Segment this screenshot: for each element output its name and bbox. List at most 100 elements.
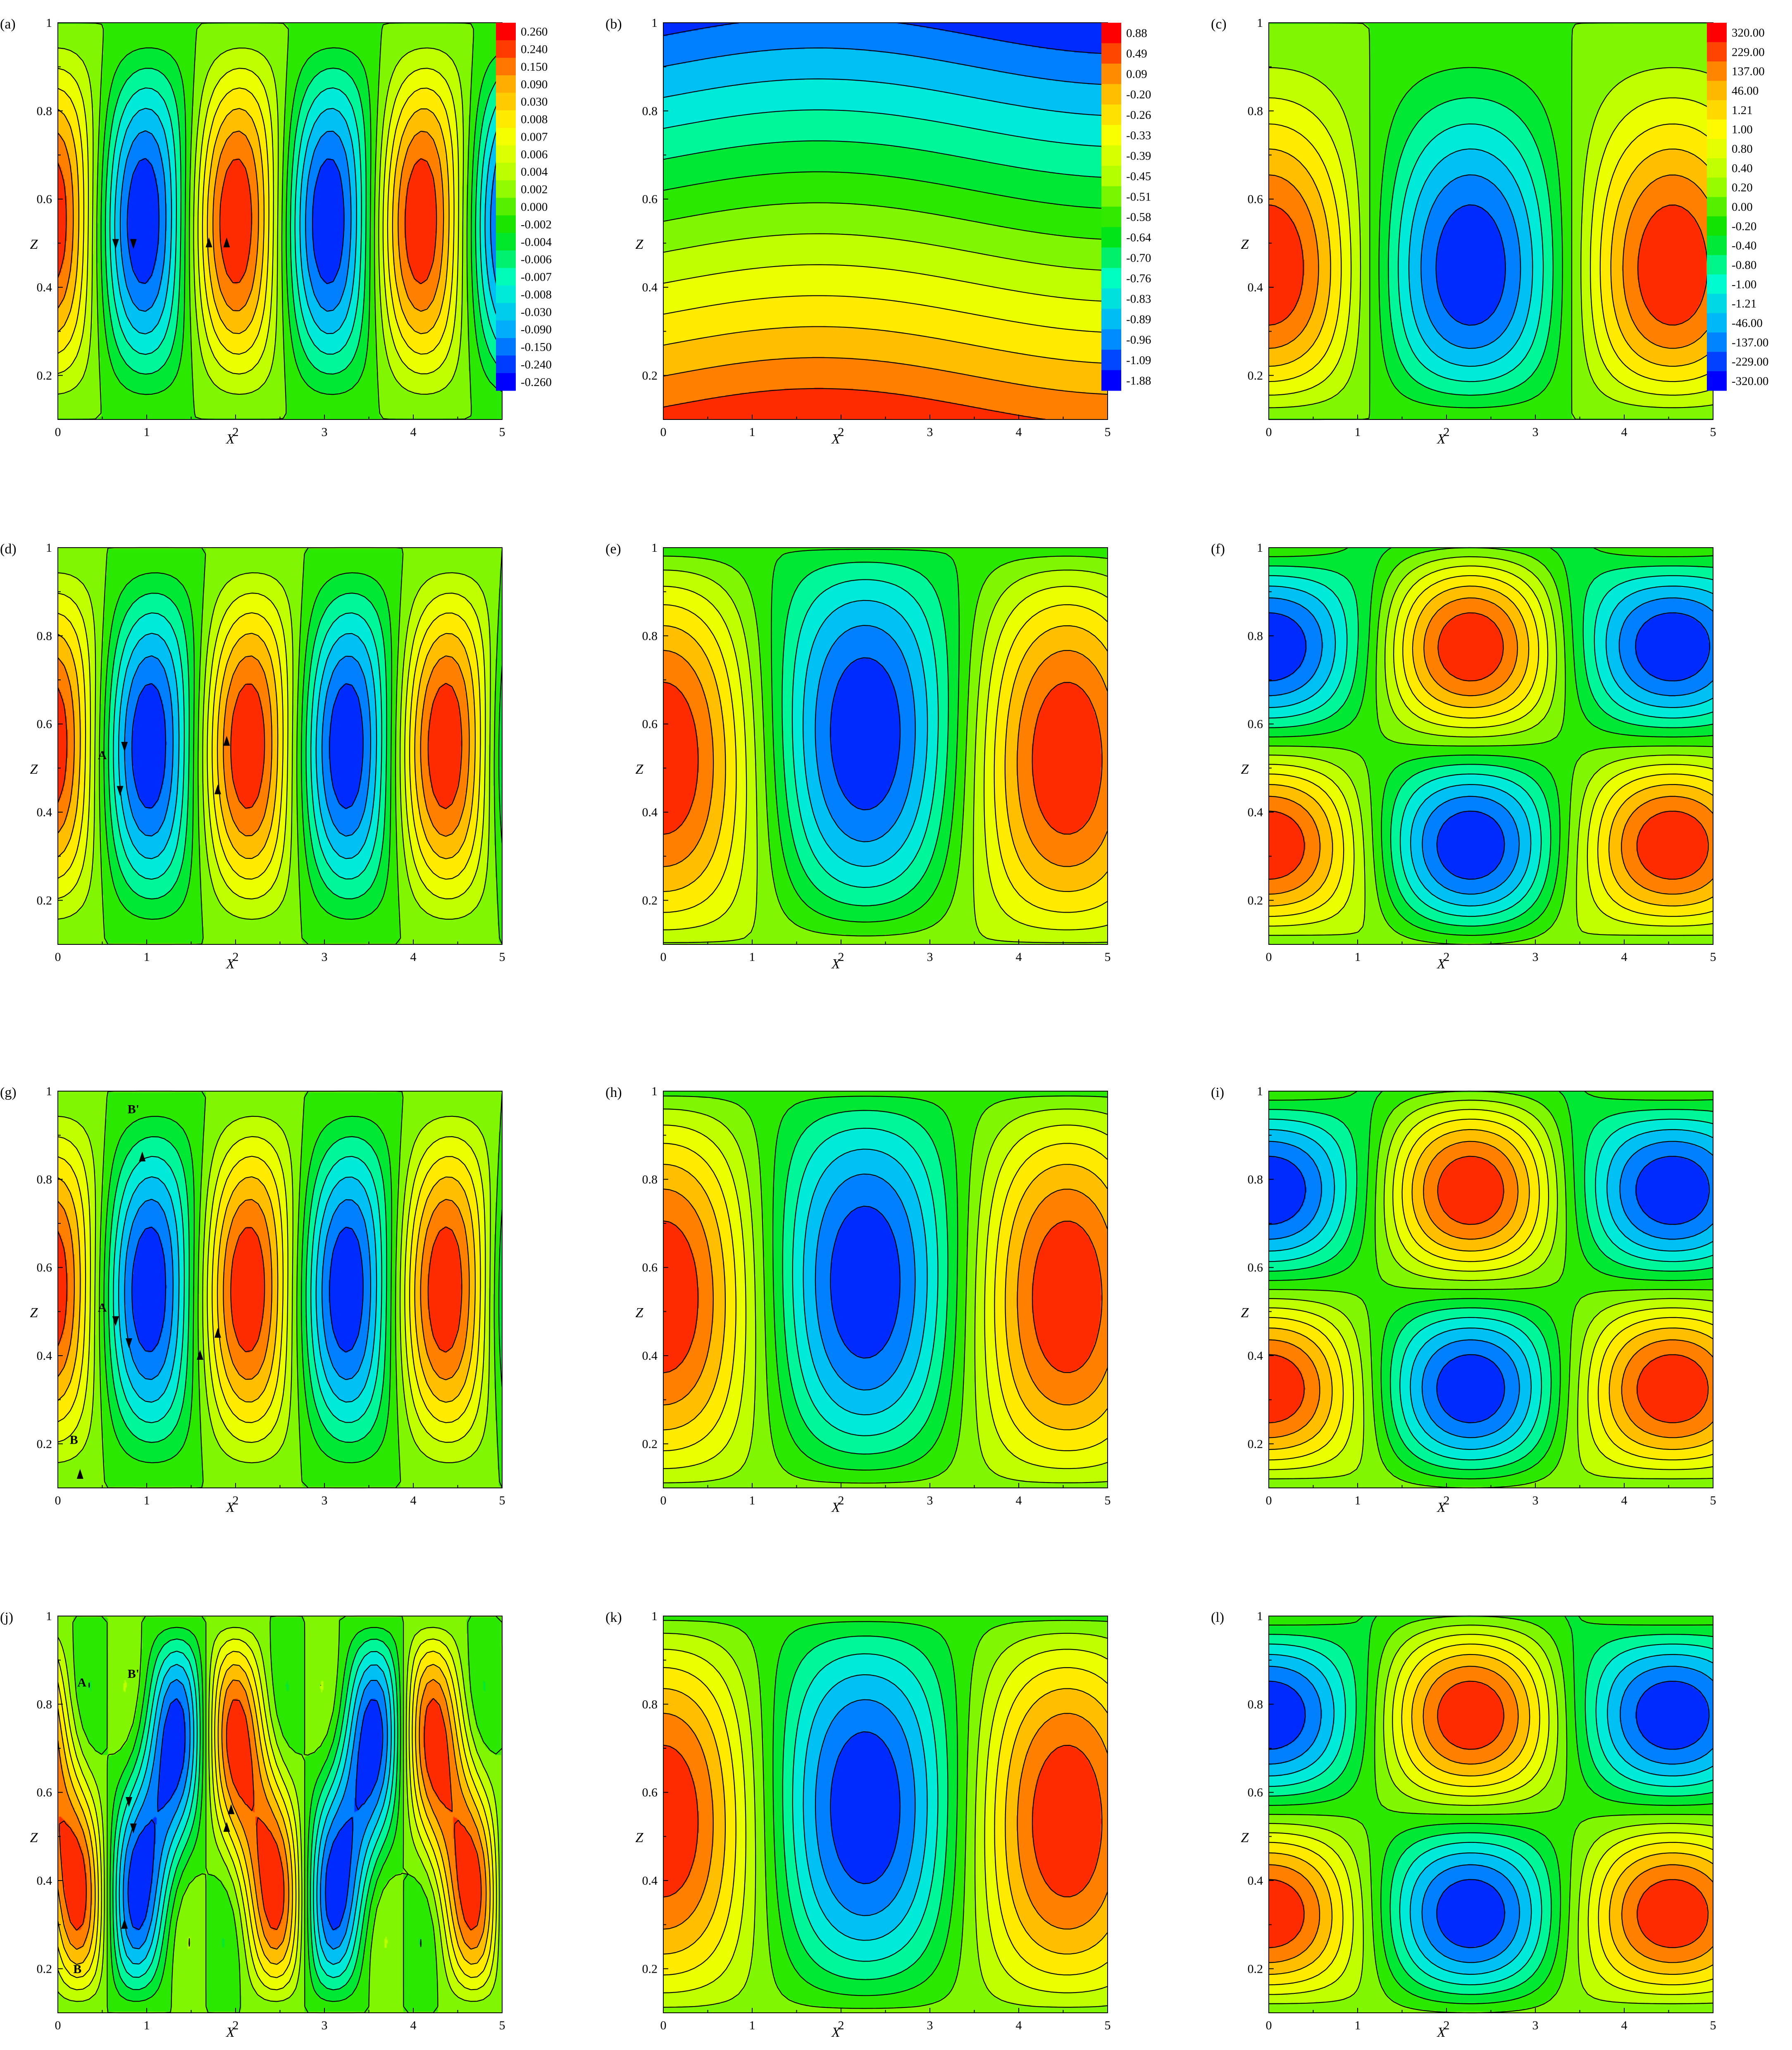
colorbar-label: 0.88 xyxy=(1126,27,1147,40)
colorbar-label: 0.002 xyxy=(521,183,548,196)
colorbar-swatch xyxy=(1101,227,1121,248)
contour-lines xyxy=(57,1090,503,1489)
panel-label: (i) xyxy=(1211,1085,1224,1100)
y-tick-label: 1 xyxy=(651,16,658,30)
flow-arrow-icon xyxy=(121,742,128,752)
x-tick-label: 1 xyxy=(144,2019,150,2032)
colorbar-label: -0.090 xyxy=(521,323,552,336)
y-axis-label: Z xyxy=(1241,762,1249,777)
x-tick-label: 0 xyxy=(660,1494,667,1507)
contour-lines xyxy=(57,1615,503,2014)
y-tick-label: 0.4 xyxy=(642,281,658,294)
y-tick-label: 0.6 xyxy=(37,1261,52,1275)
x-axis-label: X xyxy=(1436,431,1446,447)
colorbar-swatch xyxy=(496,128,516,146)
flow-arrow-icon xyxy=(214,784,221,794)
x-tick-label: 5 xyxy=(1105,1494,1111,1507)
x-tick-label: 0 xyxy=(1266,1494,1272,1507)
colorbar-swatch xyxy=(1707,197,1727,217)
colorbar-label: -0.20 xyxy=(1732,220,1756,233)
x-tick-label: 1 xyxy=(1355,1494,1361,1507)
colorbar-swatch xyxy=(496,145,516,163)
x-tick-label: 4 xyxy=(410,950,417,964)
x-tick-label: 4 xyxy=(1621,2019,1628,2032)
colorbar-label: 0.20 xyxy=(1732,181,1753,194)
y-tick-label: 0.4 xyxy=(642,806,658,819)
y-tick-label: 0.8 xyxy=(37,104,52,118)
y-tick-label: 0.6 xyxy=(37,1786,52,1800)
y-tick-label: 0.6 xyxy=(642,193,658,206)
y-tick-label: 0.4 xyxy=(642,1874,658,1888)
colorbar-swatch xyxy=(1101,43,1121,64)
x-tick-label: 0 xyxy=(660,950,667,964)
y-tick-label: 0.8 xyxy=(642,104,658,118)
x-tick-label: 0 xyxy=(55,1494,61,1507)
colorbar-label: 0.000 xyxy=(521,200,548,214)
contour-lines xyxy=(1268,1615,1713,2014)
colorbar-label: -0.58 xyxy=(1126,211,1151,224)
flow-arrow-icon xyxy=(223,237,230,248)
x-tick-label: 0 xyxy=(55,2019,61,2032)
x-axis-label: X xyxy=(1436,1500,1446,1515)
x-tick-label: 4 xyxy=(1016,1494,1022,1507)
colorbar-label: 1.00 xyxy=(1732,123,1753,136)
y-tick-label: 0.6 xyxy=(1248,1786,1263,1800)
x-axis-label: X xyxy=(1436,956,1446,972)
colorbar-swatch xyxy=(496,355,516,374)
x-tick-label: 4 xyxy=(1016,2019,1022,2032)
panel-l: 0 1 2 3 4 5 0.2 0.4 0.6 0.8 1 X Z (l) xyxy=(1211,1609,1716,2040)
colorbar-swatch xyxy=(496,163,516,181)
panel-label: (d) xyxy=(0,541,17,557)
x-tick-label: 5 xyxy=(1105,425,1111,439)
x-tick-label: 5 xyxy=(1710,950,1716,964)
colorbar-swatch xyxy=(1101,23,1121,43)
contour-lines xyxy=(1268,547,1713,945)
colorbar-label: 0.006 xyxy=(521,148,548,161)
colorbar-label: -0.006 xyxy=(521,253,552,266)
colorbar-swatch xyxy=(496,180,516,198)
x-tick-label: 4 xyxy=(410,1494,417,1507)
x-tick-label: 1 xyxy=(144,425,150,439)
colorbar-label: -0.83 xyxy=(1126,293,1151,306)
x-tick-label: 1 xyxy=(749,950,755,964)
panel-label: (g) xyxy=(0,1085,17,1100)
colorbar-label: -1.88 xyxy=(1126,374,1151,387)
y-tick-label: 0.8 xyxy=(37,1697,52,1711)
y-tick-label: 0.4 xyxy=(1248,1874,1263,1888)
colorbar-swatch xyxy=(1101,350,1121,371)
colorbar-label: -0.004 xyxy=(521,236,552,249)
y-tick-label: 0.2 xyxy=(1248,369,1263,382)
x-tick-label: 5 xyxy=(1105,2019,1111,2032)
colorbar-label: -46.00 xyxy=(1732,317,1763,330)
flow-arrow-icon xyxy=(121,1919,128,1929)
x-tick-label: 3 xyxy=(322,425,328,439)
x-tick-label: 0 xyxy=(1266,2019,1272,2032)
panel-j: 0 1 2 3 4 5 0.2 0.4 0.6 0.8 1 X Z (j) A B' B xyxy=(0,1609,505,2040)
colorbar-swatch xyxy=(1707,177,1727,198)
colorbar-swatch xyxy=(1707,371,1727,391)
contour-fill xyxy=(663,1616,1108,2013)
colorbar-swatch xyxy=(1101,104,1121,125)
x-tick-label: 3 xyxy=(927,1494,933,1507)
colorbar-label: 46.00 xyxy=(1732,84,1759,98)
colorbar-swatch xyxy=(1101,268,1121,289)
x-tick-label: 5 xyxy=(1105,950,1111,964)
contour-lines xyxy=(57,547,503,945)
x-tick-label: 3 xyxy=(322,950,328,964)
contour-fill xyxy=(663,548,1108,944)
contour-lines xyxy=(1268,22,1714,420)
panel-label: (l) xyxy=(1211,1610,1224,1625)
y-axis-label: Z xyxy=(636,1830,644,1845)
x-tick-label: 2 xyxy=(233,425,239,439)
colorbar-label: -320.00 xyxy=(1732,375,1768,388)
y-tick-label: 0.6 xyxy=(37,193,52,206)
colorbar-swatch xyxy=(1101,145,1121,166)
colorbar-swatch xyxy=(1101,329,1121,350)
colorbar-label: -0.45 xyxy=(1126,170,1151,183)
y-tick-label: 1 xyxy=(651,1085,658,1098)
flow-arrow-icon xyxy=(139,1151,146,1161)
x-tick-label: 2 xyxy=(1444,950,1450,964)
colorbar-swatch xyxy=(1101,288,1121,309)
colorbar-swatch xyxy=(496,320,516,338)
y-tick-label: 1 xyxy=(651,1609,658,1623)
